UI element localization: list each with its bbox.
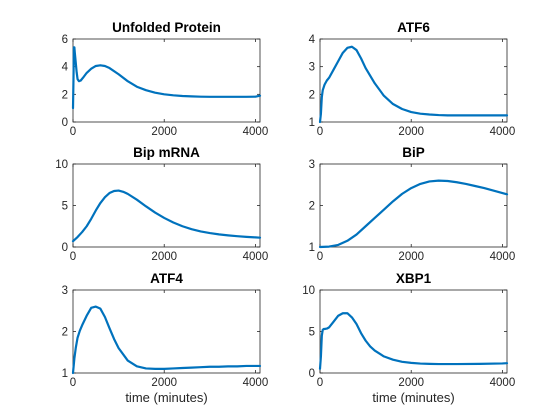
x-tick-label: 0 bbox=[317, 377, 323, 389]
y-tick-label: 1 bbox=[309, 242, 315, 254]
x-tick-label: 4000 bbox=[490, 251, 516, 263]
y-tick-label: 2 bbox=[62, 327, 68, 339]
subplot-3: Bip mRNA 0 2000 4000 0 5 10 bbox=[55, 145, 268, 263]
y-tick-label: 4 bbox=[62, 62, 69, 74]
axes-box bbox=[72, 289, 261, 374]
y-tick-label: 0 bbox=[62, 117, 68, 129]
y-tick-label: 2 bbox=[62, 89, 68, 101]
y-tick-label: 3 bbox=[309, 159, 315, 171]
x-tick-label: 2000 bbox=[398, 126, 424, 138]
y-tick-label: 10 bbox=[55, 159, 68, 171]
series-line bbox=[318, 179, 509, 249]
subplot-2: ATF6 0 2000 4000 1 2 3 4 bbox=[309, 20, 516, 138]
subplot-title: ATF6 bbox=[397, 20, 430, 35]
subplot-6: XBP1 0 2000 4000 0 5 10 time (minutes) bbox=[302, 271, 515, 405]
axes-box bbox=[72, 38, 261, 123]
axes-box bbox=[319, 38, 508, 123]
x-tick-label: 0 bbox=[70, 126, 76, 138]
subplot-title: XBP1 bbox=[396, 271, 432, 286]
x-tick-label: 4000 bbox=[490, 126, 516, 138]
x-tick-label: 4000 bbox=[243, 251, 269, 263]
series-line bbox=[71, 46, 262, 110]
subplot-title: BiP bbox=[402, 145, 425, 160]
x-tick-label: 2000 bbox=[151, 251, 177, 263]
x-axis-label: time (minutes) bbox=[125, 390, 207, 405]
axes-box bbox=[319, 289, 508, 374]
y-tick-label: 1 bbox=[309, 117, 315, 129]
subplot-title: Unfolded Protein bbox=[112, 20, 221, 35]
x-tick-label: 2000 bbox=[151, 126, 177, 138]
y-tick-label: 5 bbox=[62, 201, 68, 213]
y-tick-label: 0 bbox=[62, 242, 68, 254]
series-line bbox=[318, 312, 509, 370]
y-tick-label: 4 bbox=[309, 34, 316, 46]
x-tick-label: 0 bbox=[70, 377, 76, 389]
x-tick-label: 2000 bbox=[398, 377, 424, 389]
x-tick-label: 0 bbox=[70, 251, 76, 263]
y-tick-label: 3 bbox=[62, 285, 68, 297]
y-tick-label: 3 bbox=[309, 62, 315, 74]
y-tick-label: 0 bbox=[309, 368, 315, 380]
subplot-title: ATF4 bbox=[150, 271, 183, 286]
x-tick-label: 2000 bbox=[151, 377, 177, 389]
subplot-1: Unfolded Protein 0 2000 4000 0 2 4 6 bbox=[62, 20, 269, 138]
subplot-4: BiP 0 2000 4000 1 2 3 bbox=[309, 145, 516, 263]
y-tick-label: 6 bbox=[62, 34, 68, 46]
subplot-title: Bip mRNA bbox=[133, 145, 200, 160]
axes-box bbox=[319, 163, 508, 248]
y-tick-label: 1 bbox=[62, 368, 68, 380]
x-tick-label: 0 bbox=[317, 126, 323, 138]
x-tick-label: 4000 bbox=[490, 377, 516, 389]
y-tick-label: 5 bbox=[309, 327, 315, 339]
x-tick-label: 0 bbox=[317, 251, 323, 263]
x-tick-label: 4000 bbox=[243, 377, 269, 389]
y-tick-label: 2 bbox=[309, 89, 315, 101]
y-tick-label: 2 bbox=[309, 201, 315, 213]
series-line bbox=[318, 45, 509, 124]
x-tick-label: 2000 bbox=[398, 251, 424, 263]
x-tick-label: 4000 bbox=[243, 126, 269, 138]
series-line bbox=[71, 305, 262, 375]
series-line bbox=[71, 189, 262, 243]
subplot-5: ATF4 0 2000 4000 1 2 3 time (minutes) bbox=[62, 271, 269, 405]
y-tick-label: 10 bbox=[302, 285, 315, 297]
axes-box bbox=[72, 163, 261, 248]
x-axis-label: time (minutes) bbox=[372, 390, 454, 405]
